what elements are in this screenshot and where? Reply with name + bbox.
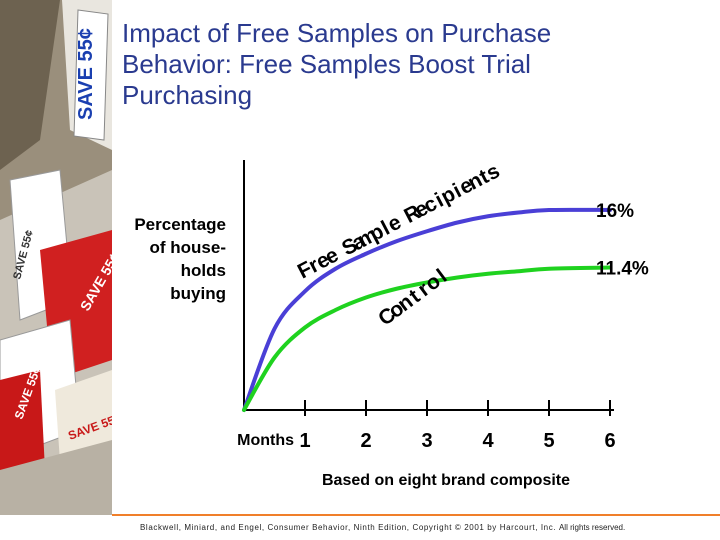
coupon-text: SAVE 55¢ <box>75 28 97 120</box>
y-axis-label-line: buying <box>170 284 226 303</box>
end-value-label: 16% <box>596 201 634 222</box>
x-tick-label: 2 <box>360 430 371 452</box>
title-line: Purchasing <box>122 80 253 110</box>
footer-text: Blackwell, Miniard, and Engel, Consumer … <box>140 523 557 532</box>
x-axis-label: Months <box>237 432 294 449</box>
slide-title: Impact of Free Samples on Purchase Behav… <box>122 18 682 111</box>
end-value-label: 11.4% <box>596 259 649 280</box>
y-axis-label-line: Percentage <box>134 215 226 234</box>
chart-axes <box>243 160 614 416</box>
x-tick-label: 4 <box>482 430 494 452</box>
y-axis-label: Percentage of house- holds buying <box>112 213 226 305</box>
control-line <box>242 265 612 412</box>
x-tick-label: 1 <box>299 430 310 452</box>
footer-rule <box>112 514 720 516</box>
title-line: Behavior: Free Samples Boost Trial <box>122 49 531 79</box>
chart-series <box>242 207 612 412</box>
free-sample-line <box>242 207 612 412</box>
chart-caption: Based on eight brand composite <box>322 472 570 489</box>
y-axis-label-line: holds <box>180 261 226 280</box>
coupon-collage-decoration: SAVE 55¢ SAVE 55¢ SAVE 55¢ SAVE 55¢ SAVE… <box>0 0 112 515</box>
footer-citation: Blackwell, Miniard, and Engel, Consumer … <box>140 523 718 532</box>
x-tick-label: 3 <box>421 430 432 452</box>
y-axis-label-line: of house- <box>149 238 227 257</box>
footer-rights: All rights reserved. <box>558 523 626 532</box>
title-line: Impact of Free Samples on Purchase <box>122 18 552 48</box>
x-tick-label: 6 <box>604 430 615 452</box>
x-tick-label: 5 <box>543 430 554 452</box>
